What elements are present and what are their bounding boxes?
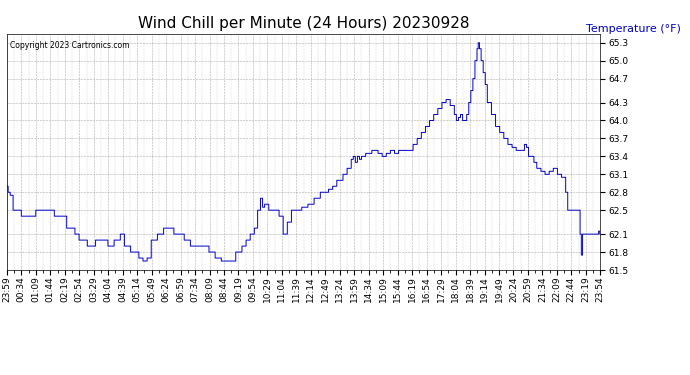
Y-axis label: Temperature (°F): Temperature (°F) [586,24,681,34]
Title: Wind Chill per Minute (24 Hours) 20230928: Wind Chill per Minute (24 Hours) 2023092… [138,16,469,31]
Text: Copyright 2023 Cartronics.com: Copyright 2023 Cartronics.com [10,41,129,50]
